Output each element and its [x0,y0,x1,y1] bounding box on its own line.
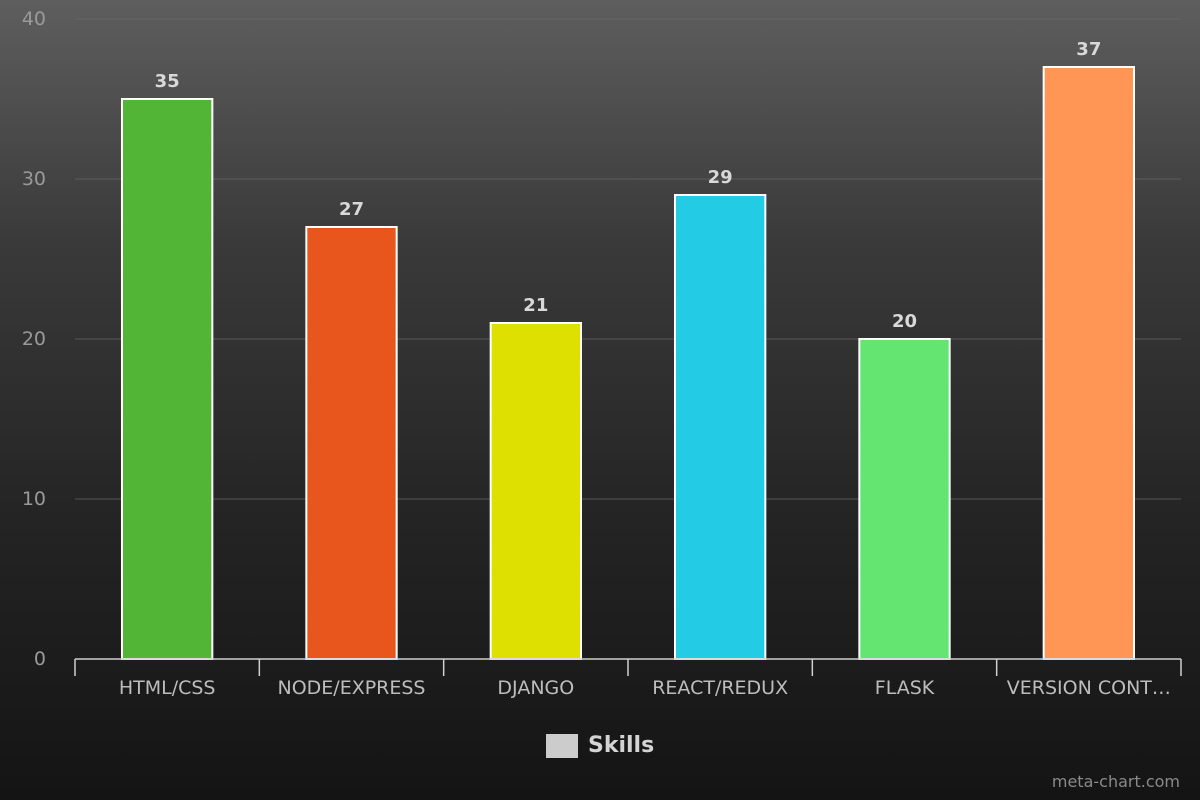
bar-value-label: 37 [1076,39,1101,60]
bar[interactable] [674,194,767,660]
x-tick-label: DJANGO [497,677,574,699]
bar[interactable] [305,226,398,660]
bars: 35 27 21 29 20 37 [121,39,1135,660]
x-tick-label: FLASK [875,677,935,699]
y-tick-label: 10 [22,488,46,510]
x-tick-label: VERSION CONT… [1007,677,1171,699]
bar-value-label: 29 [708,167,733,188]
x-tick-label: REACT/REDUX [652,677,788,699]
bar[interactable] [489,322,582,660]
y-tick-label: 20 [22,328,46,350]
y-tick-label: 40 [22,8,46,30]
legend[interactable]: Skills [546,733,654,758]
legend-swatch-skills [546,733,578,758]
bar[interactable] [121,98,214,660]
y-tick-label: 30 [22,168,46,190]
x-tick-label: HTML/CSS [119,677,216,699]
watermark[interactable]: meta-chart.com [1051,772,1180,791]
y-tick-label: 0 [34,648,46,670]
gridlines [75,18,1181,500]
bar-value-label: 21 [523,295,548,316]
bar[interactable] [1042,66,1135,660]
axes: 0 10 20 30 40 HTML/CSS NODE/EXPRESS DJANGO REACT… [22,8,1182,699]
bar-value-label: 27 [339,199,364,220]
x-tick-label: NODE/EXPRESS [277,677,425,699]
bar-value-label: 20 [892,311,917,332]
legend-label-skills: Skills [588,733,655,758]
bar-value-label: 35 [155,71,180,92]
bar[interactable] [858,338,951,660]
